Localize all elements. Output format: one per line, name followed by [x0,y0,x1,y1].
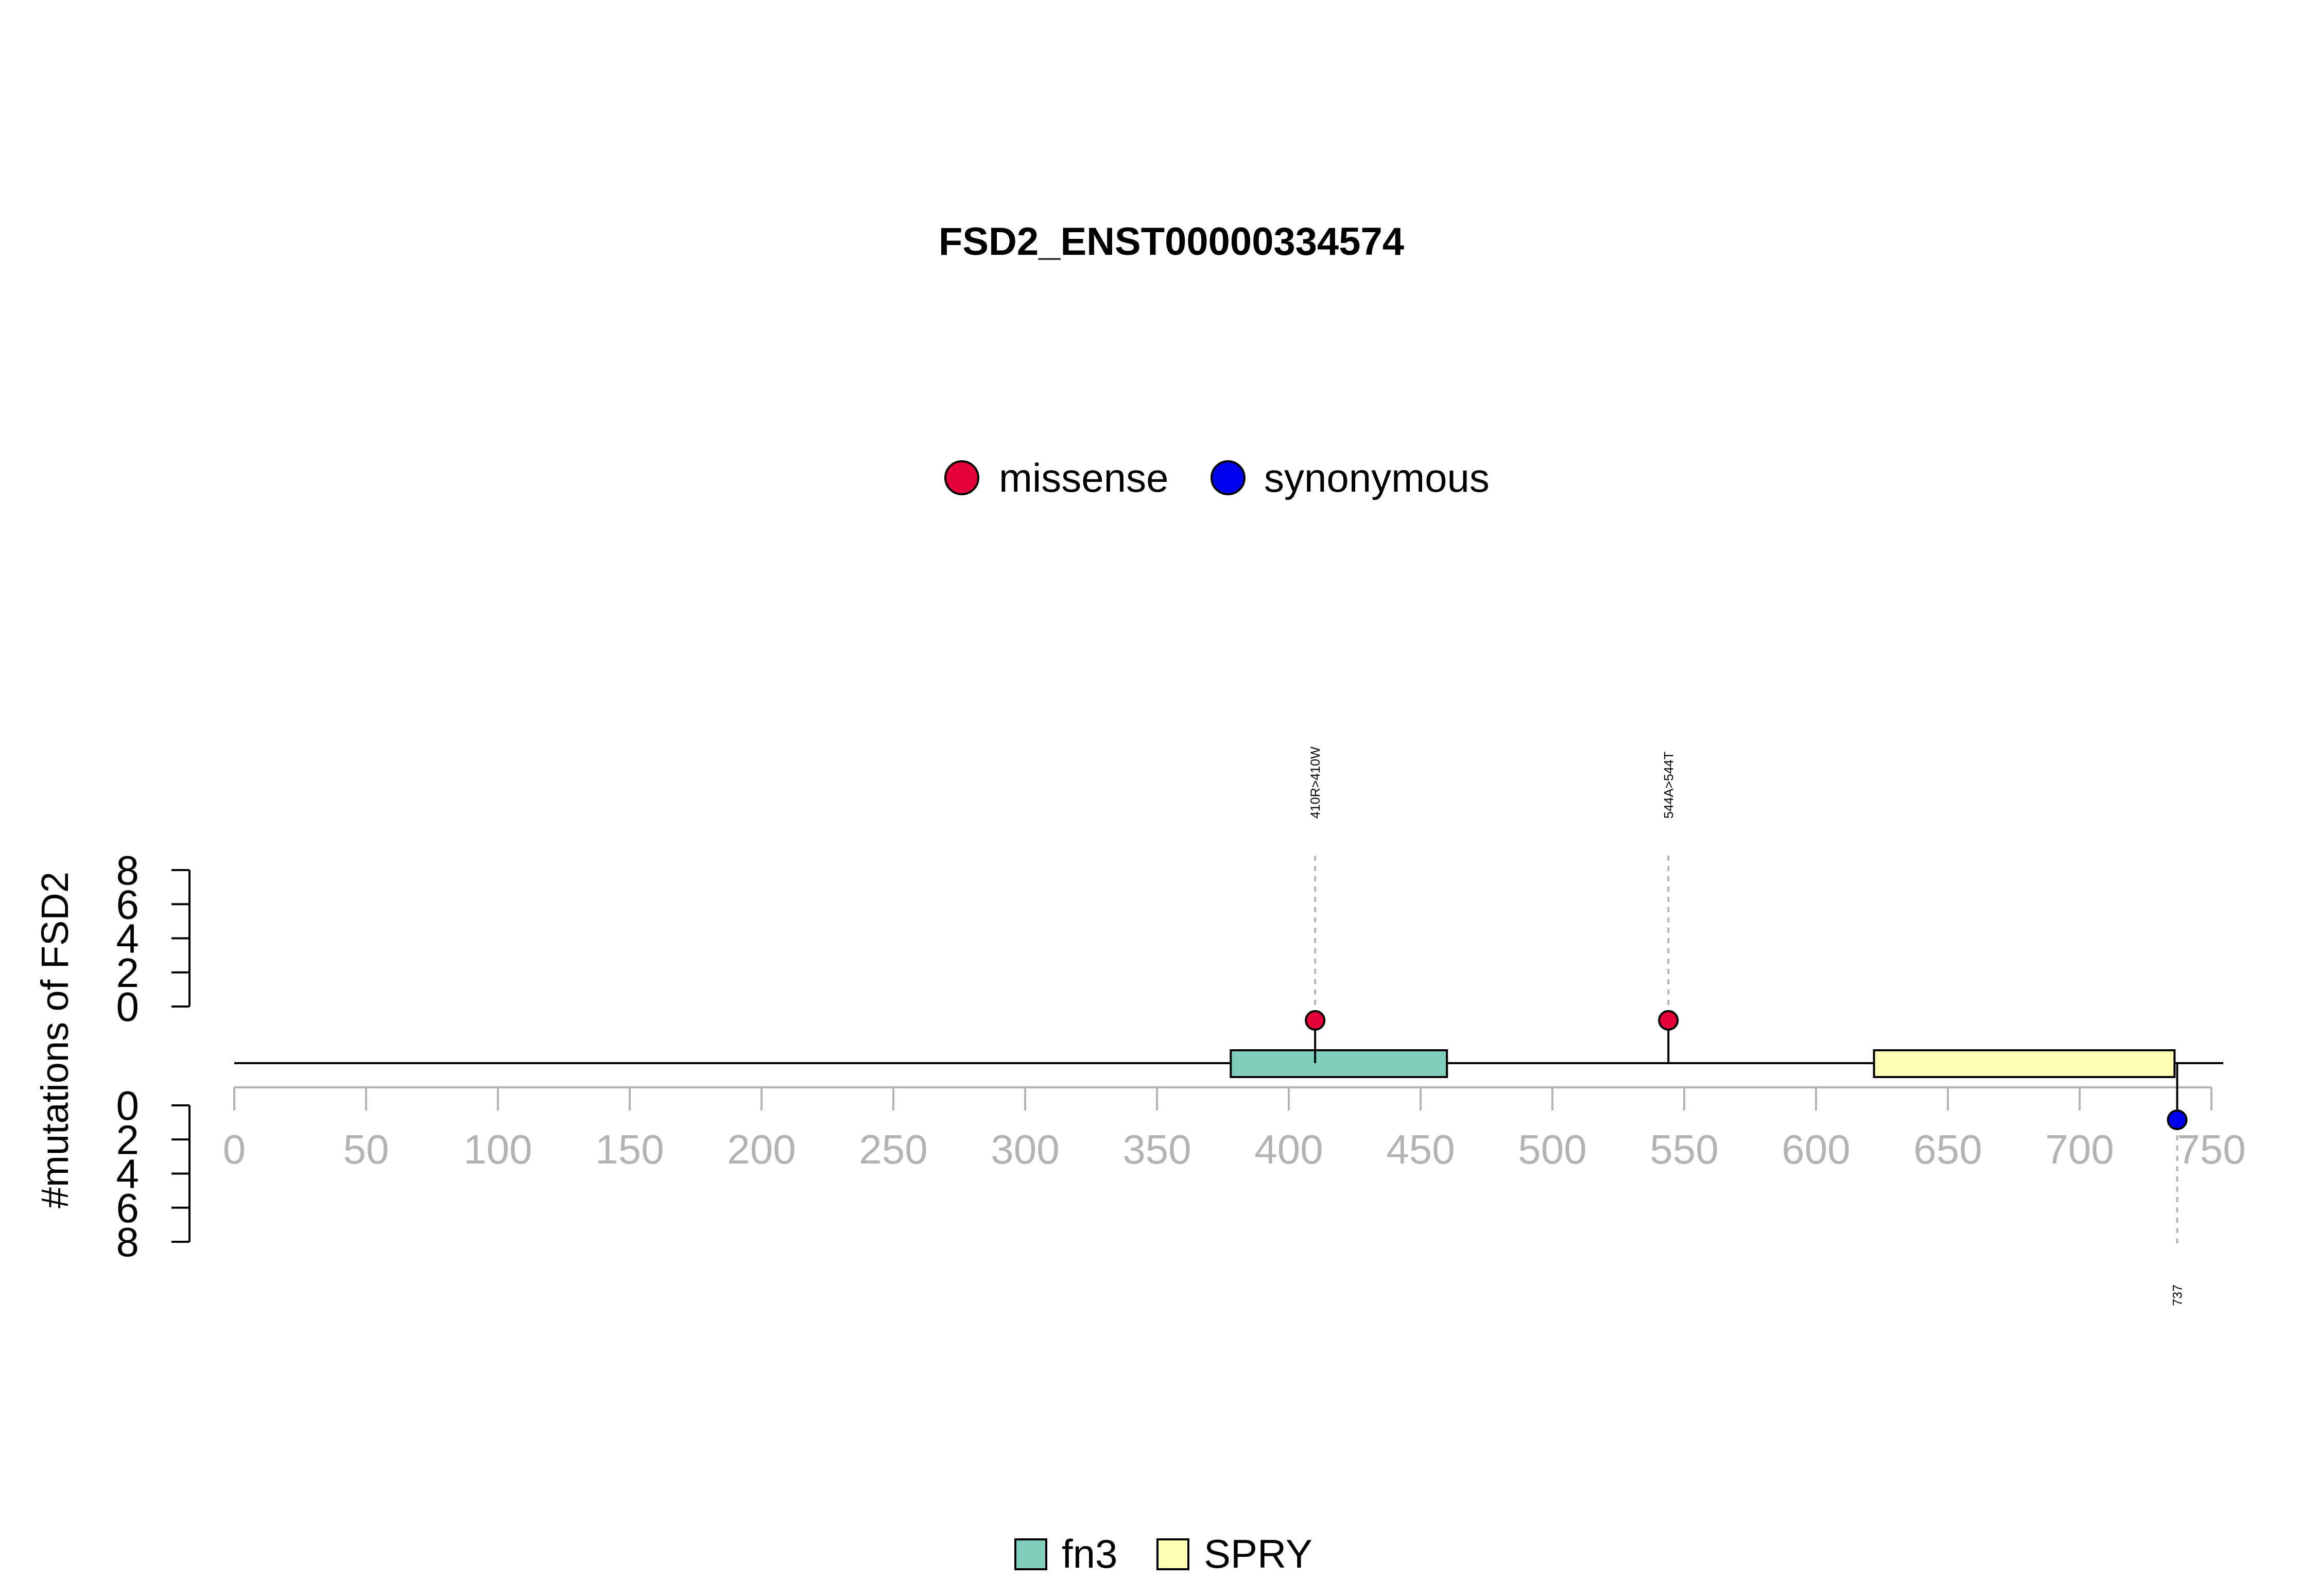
y-tick-label-top-2: 2 [116,950,140,996]
mutation-dot-544 [1658,1010,1679,1031]
mutation-dot-737 [2167,1109,2188,1131]
mutation-dot-410 [1305,1010,1326,1031]
legend-missense-marker [944,460,979,495]
x-tick-label-550: 550 [1650,1126,1718,1172]
y-axis-label: #mutations of FSD2 [33,872,76,1208]
mutation-544: 544A>544T [1658,752,1679,1063]
legend-spry-label: SPRY [1204,1531,1312,1576]
y-tick-label-bottom-0: 0 [116,1083,140,1129]
mutation-737: 737 [2167,1063,2188,1306]
x-tick-label-400: 400 [1254,1126,1323,1172]
y-tick-label-bottom-4: 4 [116,1151,140,1197]
legend-synonymous-marker [1211,460,1246,495]
x-axis: 0 50 100 150 200 250 300 350 400 450 500 550 600 650 7… [223,1086,2246,1172]
y-tick-label-top-6: 6 [116,881,140,927]
mutation-label-544: 544A>544T [1662,752,1676,819]
legend-fn3-swatch [1014,1538,1047,1570]
y-tick-label-top-4: 4 [116,916,140,962]
legend-spry-swatch [1156,1538,1189,1570]
mutation-label-410: 410R>410W [1308,747,1323,819]
x-tick-label-150: 150 [595,1126,664,1172]
legend-missense-label: missense [999,455,1168,500]
mutation-410: 410R>410W [1305,747,1326,1063]
x-tick-label-500: 500 [1518,1126,1586,1172]
x-tick-label-300: 300 [991,1126,1059,1172]
x-tick-label-100: 100 [463,1126,532,1172]
mutation-label-737: 737 [2170,1285,2185,1306]
domain-spry [1873,1049,2176,1078]
y-tick-label-bottom-8: 8 [116,1219,140,1265]
x-tick-label-650: 650 [1913,1126,1982,1172]
legend-synonymous-label: synonymous [1264,455,1490,500]
y-tick-label-bottom-2: 2 [116,1117,140,1163]
x-tick-label-50: 50 [343,1126,389,1172]
x-tick-label-0: 0 [223,1126,246,1172]
x-tick-label-700: 700 [2045,1126,2114,1172]
x-tick-label-600: 600 [1782,1126,1850,1172]
chart-title: FSD2_ENST00000334574 [939,220,1404,264]
y-tick-label-top-0: 0 [116,984,140,1030]
y-tick-label-top-8: 8 [116,847,140,893]
mutation-legend: missense synonymous [944,455,1490,500]
x-tick-label-750: 750 [2177,1126,2245,1172]
x-tick-label-200: 200 [727,1126,796,1172]
x-tick-label-350: 350 [1122,1126,1191,1172]
legend-fn3-label: fn3 [1062,1531,1117,1576]
x-tick-label-250: 250 [859,1126,927,1172]
mutation-layer: 410R>410W 544A>544T 737 [1305,747,2188,1306]
x-tick-label-450: 450 [1386,1126,1455,1172]
domain-fn3 [1230,1049,1448,1078]
domain-legend: fn3 SPRY [1014,1531,1312,1576]
y-tick-label-bottom-6: 6 [116,1185,140,1231]
domain-layer [1230,1049,2176,1078]
